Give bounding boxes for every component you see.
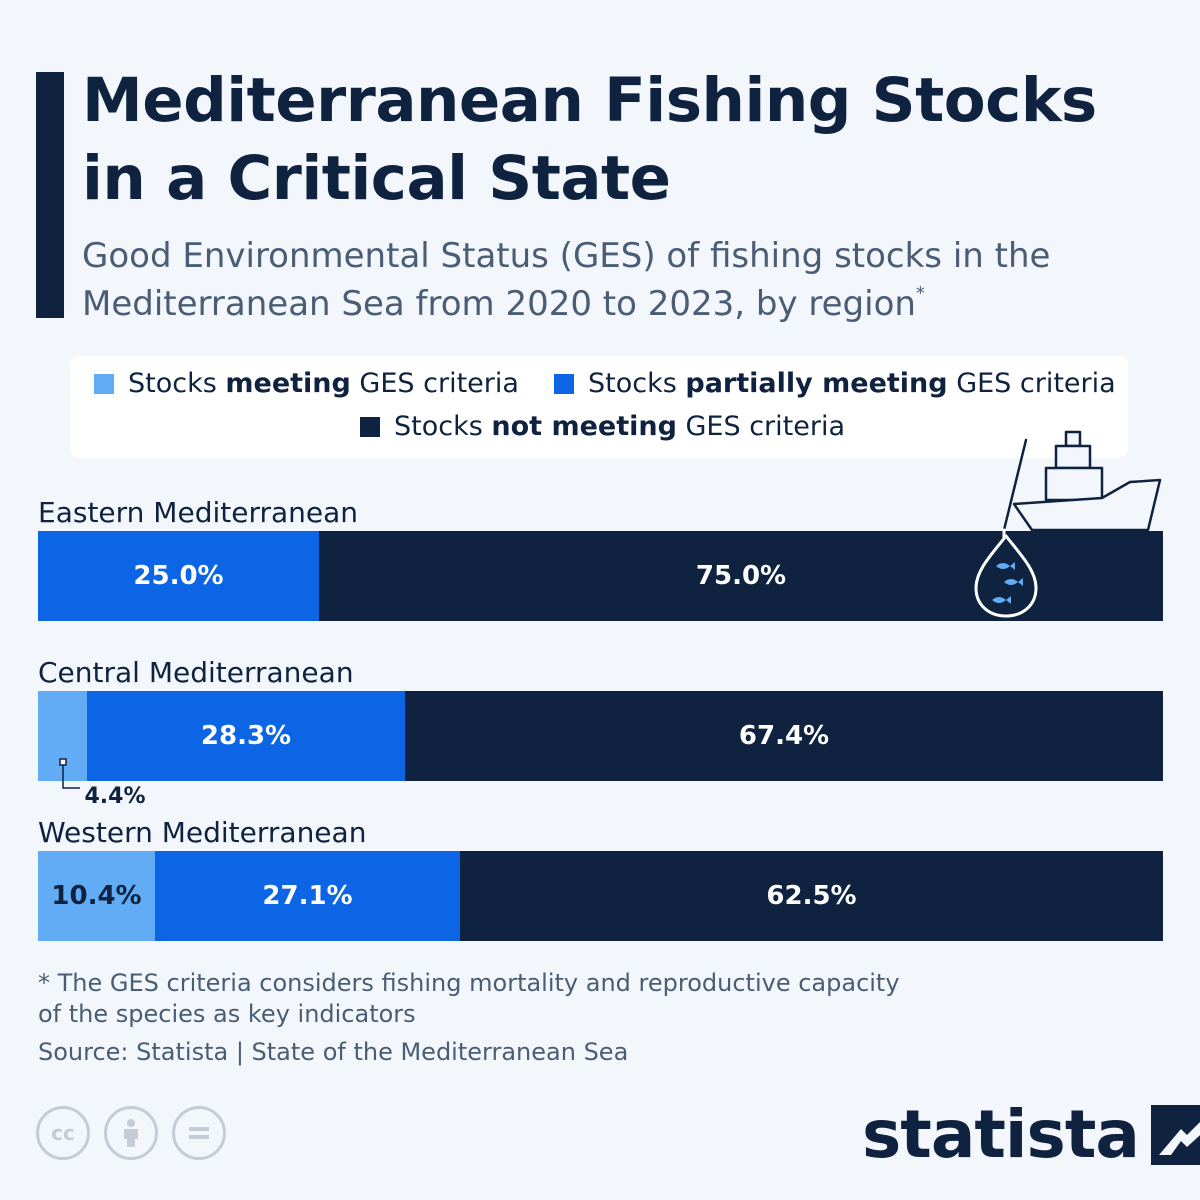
data-label: 4.4% bbox=[84, 784, 146, 809]
bar-segment-not-meeting: 67.4% bbox=[405, 691, 1163, 781]
legend-item-partial: Stocks partially meeting GES criteria bbox=[554, 368, 1116, 399]
bar-segment-partial: 28.3% bbox=[87, 691, 405, 781]
legend-item-meeting: Stocks meeting GES criteria bbox=[94, 368, 519, 399]
creative-commons-icon[interactable]: cc bbox=[36, 1106, 90, 1160]
subtitle-text: Good Environmental Status (GES) of fishi… bbox=[82, 236, 1051, 324]
region-label: Central Mediterranean bbox=[38, 656, 354, 689]
data-label: 25.0% bbox=[133, 561, 224, 591]
license-icons: cc bbox=[36, 1106, 226, 1160]
data-label: 62.5% bbox=[766, 881, 857, 911]
legend-label-not-meeting: Stocks not meeting GES criteria bbox=[394, 411, 845, 442]
bar-segment-not-meeting: 62.5% bbox=[460, 851, 1163, 941]
statista-wordmark: statista bbox=[862, 1096, 1140, 1173]
subtitle-footnote-marker: * bbox=[915, 283, 925, 304]
fishing-boat-icon bbox=[974, 430, 1162, 618]
data-label: 10.4% bbox=[51, 881, 142, 911]
source-line: Source: Statista | State of the Mediterr… bbox=[38, 1038, 629, 1066]
legend-swatch-not-meeting bbox=[360, 416, 380, 437]
data-label: 67.4% bbox=[738, 721, 830, 751]
data-label: 75.0% bbox=[695, 561, 787, 591]
data-label: 28.3% bbox=[200, 721, 292, 751]
bar-segment-partial: 25.0% bbox=[38, 531, 319, 621]
stacked-bar: 10.4% 27.1% 62.5% bbox=[38, 851, 1163, 941]
page-subtitle: Good Environmental Status (GES) of fishi… bbox=[82, 232, 1162, 328]
legend-label-partial: Stocks partially meeting GES criteria bbox=[588, 368, 1116, 399]
chart-legend: Stocks meeting GES criteria Stocks parti… bbox=[70, 356, 1128, 458]
bar-segment-meeting: 10.4% bbox=[38, 851, 155, 941]
title-accent-bar bbox=[36, 72, 64, 318]
statista-logo[interactable]: statista bbox=[862, 1100, 1200, 1170]
no-derivatives-icon[interactable] bbox=[172, 1106, 226, 1160]
stacked-bar: 28.3% 67.4% bbox=[38, 691, 1163, 781]
statista-logo-icon bbox=[1150, 1105, 1200, 1165]
region-label: Eastern Mediterranean bbox=[38, 496, 359, 529]
attribution-icon[interactable] bbox=[104, 1106, 158, 1160]
legend-swatch-meeting bbox=[94, 373, 114, 394]
bar-segment-partial: 27.1% bbox=[155, 851, 460, 941]
page-title: Mediterranean Fishing Stocks in a Critic… bbox=[82, 65, 1097, 214]
region-label: Western Mediterranean bbox=[38, 816, 367, 849]
legend-item-not-meeting: Stocks not meeting GES criteria bbox=[360, 411, 845, 442]
legend-swatch-partial bbox=[554, 373, 574, 394]
footnote: * The GES criteria considers fishing mor… bbox=[38, 969, 900, 1028]
data-label: 27.1% bbox=[262, 881, 353, 911]
callout-leader-line bbox=[58, 758, 80, 789]
legend-label-meeting: Stocks meeting GES criteria bbox=[128, 368, 519, 399]
